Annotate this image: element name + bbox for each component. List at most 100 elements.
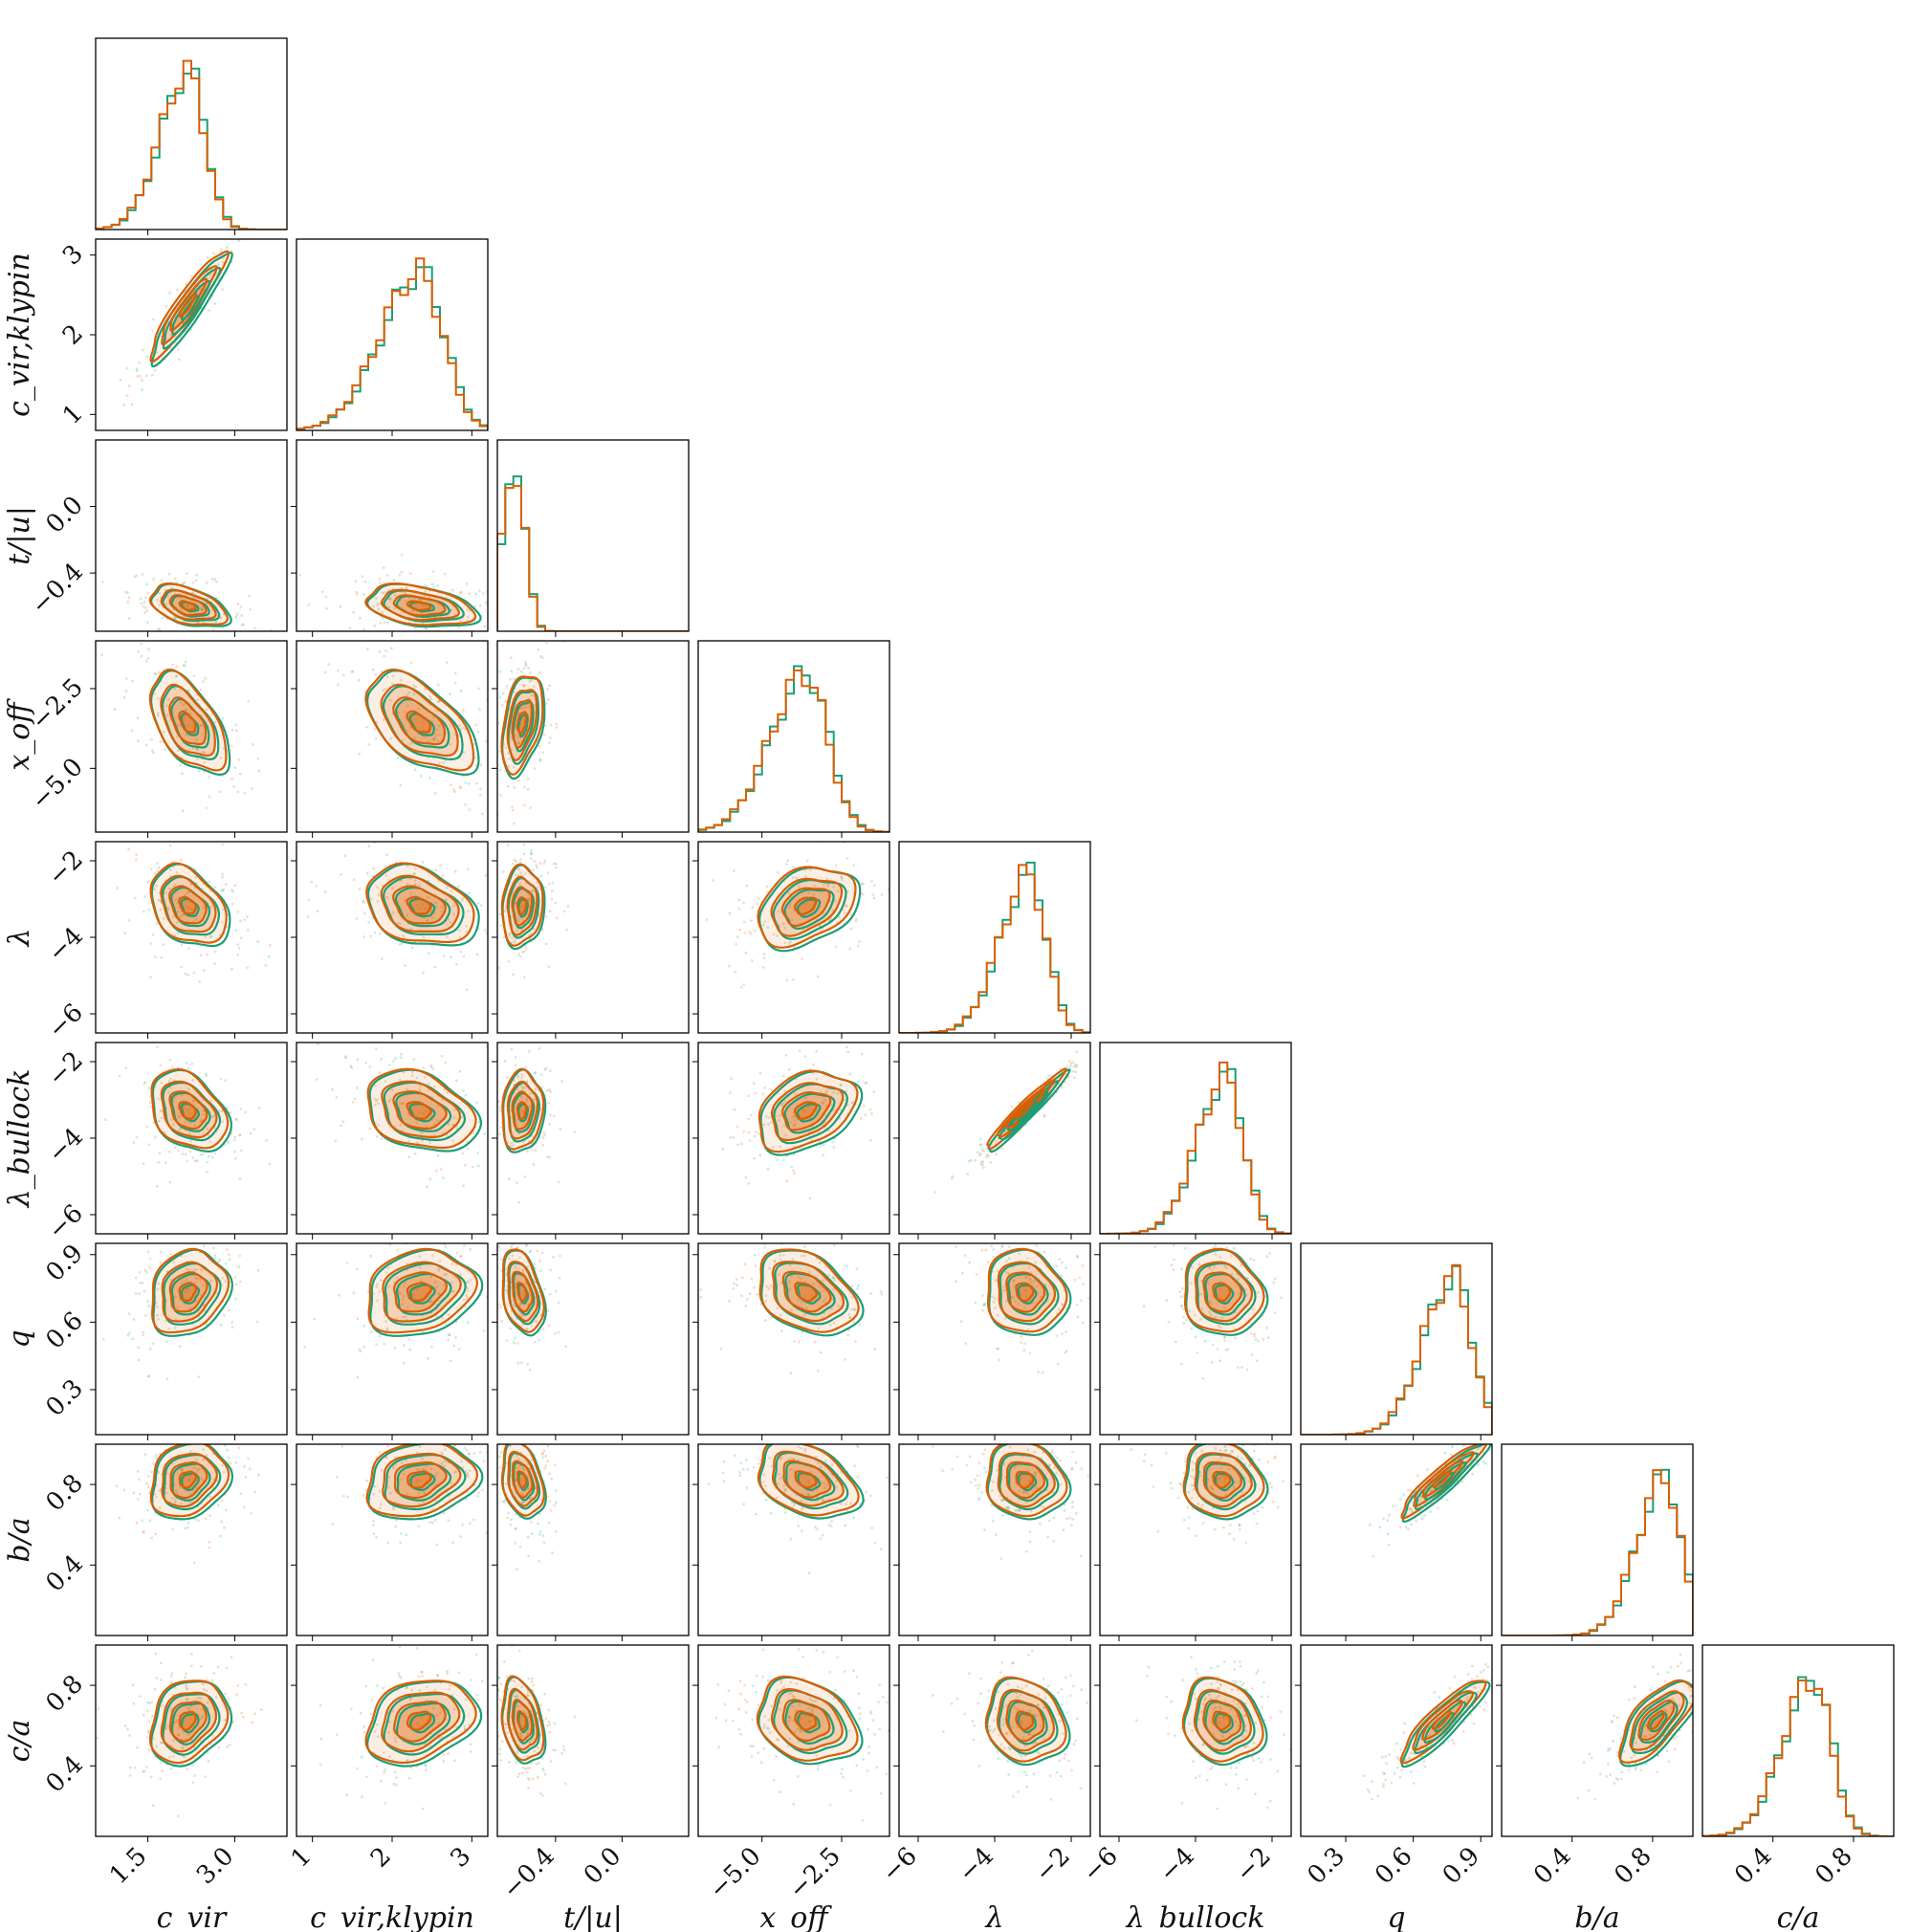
- scatter-point: [472, 1518, 475, 1522]
- scatter-point: [392, 1060, 395, 1063]
- scatter-point: [538, 1440, 540, 1443]
- scatter-point: [1065, 1065, 1069, 1068]
- scatter-point: [777, 1472, 780, 1476]
- scatter-point: [200, 1268, 204, 1272]
- scatter-point: [422, 936, 426, 939]
- density-fill: [775, 1263, 844, 1322]
- y-tick-label: 0.6: [40, 1306, 88, 1354]
- scatter-point: [386, 1266, 390, 1270]
- scatter-point: [340, 1444, 344, 1448]
- scatter-point: [238, 1133, 242, 1137]
- scatter-point: [514, 734, 517, 737]
- scatter-point: [757, 1462, 760, 1465]
- scatter-point: [747, 1131, 751, 1134]
- scatter-point: [550, 889, 554, 892]
- scatter-point: [372, 1292, 376, 1296]
- scatter-point: [384, 1271, 388, 1274]
- scatter-point: [543, 1067, 547, 1071]
- contour-series-1: [506, 875, 538, 936]
- scatter-point: [169, 334, 173, 337]
- scatter-point: [1007, 1272, 1011, 1276]
- scatter-point: [434, 868, 438, 872]
- scatter-point: [398, 922, 402, 925]
- contour-series-1: [151, 1247, 231, 1334]
- scatter-point: [384, 865, 387, 867]
- scatter-point: [803, 1280, 806, 1284]
- scatter-point: [849, 927, 853, 931]
- scatter-point: [819, 1290, 823, 1294]
- scatter-point: [372, 604, 375, 608]
- scatter-point: [455, 637, 458, 640]
- scatter-point: [857, 944, 860, 948]
- scatter-point: [502, 935, 506, 939]
- scatter-point: [355, 590, 359, 594]
- scatter-point: [1071, 1061, 1074, 1065]
- scatter-point: [951, 1175, 955, 1178]
- scatter-point: [387, 1485, 391, 1489]
- scatter-point: [141, 379, 143, 382]
- scatter-point: [141, 1281, 144, 1284]
- scatter-point: [1185, 1318, 1188, 1322]
- contour-series-1: [380, 874, 460, 933]
- scatter-point: [769, 1512, 773, 1515]
- scatter-point: [416, 1479, 420, 1482]
- scatter-point: [517, 867, 520, 871]
- scatter-point: [140, 602, 143, 605]
- scatter-point: [203, 751, 207, 755]
- scatter-point: [533, 1071, 537, 1075]
- scatter-point: [518, 858, 522, 861]
- scatter-point: [413, 626, 416, 629]
- scatter-point: [376, 604, 380, 607]
- scatter-point: [474, 763, 477, 767]
- scatter-point: [237, 946, 241, 950]
- scatter-point: [412, 684, 416, 688]
- scatter-point: [448, 1333, 451, 1336]
- scatter-point: [178, 1345, 182, 1349]
- scatter-point: [454, 1470, 458, 1474]
- scatter-point: [417, 1468, 421, 1472]
- scatter-point: [526, 787, 530, 791]
- scatter-point: [187, 1478, 191, 1482]
- scatter-point: [127, 596, 131, 600]
- scatter-point: [123, 932, 126, 935]
- scatter-point: [548, 1292, 552, 1296]
- scatter-point: [477, 1164, 480, 1168]
- scatter-point: [785, 978, 789, 982]
- scatter-point: [490, 941, 493, 944]
- scatter-point: [507, 1511, 511, 1515]
- scatter-point: [522, 976, 526, 978]
- scatter-point: [417, 1525, 420, 1527]
- scatter-point: [100, 653, 103, 657]
- scatter-point: [225, 246, 229, 250]
- scatter-point: [735, 942, 738, 946]
- scatter-point: [1103, 1284, 1106, 1286]
- panel-content: [101, 1244, 260, 1381]
- scatter-point: [516, 1421, 519, 1424]
- scatter-point: [1199, 1292, 1203, 1296]
- scatter-point: [179, 764, 183, 767]
- scatter-point: [757, 897, 760, 900]
- scatter-point: [494, 1474, 497, 1477]
- scatter-point: [315, 1078, 318, 1082]
- scatter-point: [756, 902, 759, 906]
- scatter-point: [551, 1551, 554, 1554]
- scatter-point: [356, 1375, 360, 1379]
- scatter-point: [426, 919, 428, 923]
- scatter-point: [829, 917, 833, 920]
- scatter-point: [247, 700, 251, 703]
- scatter-point: [535, 881, 538, 884]
- scatter-point: [794, 1122, 797, 1126]
- scatter-point: [238, 1177, 242, 1180]
- scatter-point: [535, 1320, 538, 1324]
- scatter-point: [220, 1520, 224, 1524]
- scatter-point: [1064, 1351, 1067, 1354]
- scatter-point: [165, 1340, 168, 1343]
- scatter-point: [202, 1244, 206, 1248]
- scatter-point: [415, 1480, 419, 1483]
- scatter-point: [509, 735, 512, 739]
- scatter-point: [725, 1399, 728, 1402]
- contour-series-2: [162, 266, 222, 350]
- scatter-point: [834, 900, 837, 903]
- scatter-point: [491, 1108, 494, 1110]
- scatter-point: [159, 1064, 163, 1067]
